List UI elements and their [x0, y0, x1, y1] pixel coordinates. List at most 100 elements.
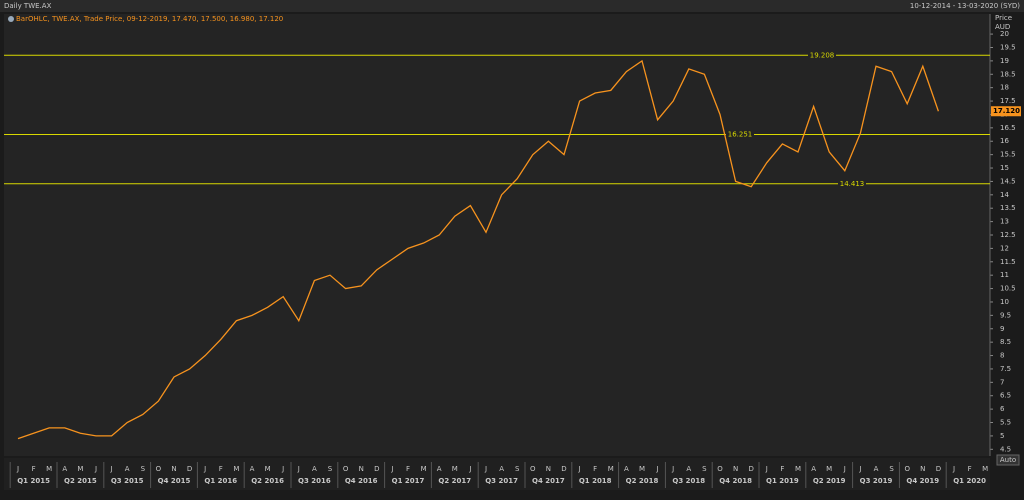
y-tick-label: 11 — [1000, 271, 1009, 279]
x-tick-label: A — [250, 465, 255, 473]
date-range: 10-12-2014 - 13-03-2020 (SYD) — [910, 2, 1020, 10]
x-tick-label: A — [62, 465, 67, 473]
x-tick-label: M — [826, 465, 832, 473]
y-tick-label: 14 — [1000, 191, 1009, 199]
y-tick-label: 14.5 — [1000, 177, 1016, 185]
y-tick-label: 18 — [1000, 84, 1009, 92]
x-tick-label: F — [406, 465, 410, 473]
y-tick-label: 7.5 — [1000, 365, 1011, 373]
quarter-label: Q4 2015 — [158, 477, 191, 485]
x-tick-label: J — [858, 465, 861, 473]
level-label: 16.251 — [728, 131, 753, 139]
quarter-label: Q3 2018 — [672, 477, 705, 485]
y-tick-label: 10 — [1000, 298, 1009, 306]
x-tick-label: J — [656, 465, 659, 473]
x-tick-label: D — [374, 465, 379, 473]
y-tick-label: 13.5 — [1000, 204, 1016, 212]
x-tick-label: J — [843, 465, 846, 473]
quarter-label: Q3 2016 — [298, 477, 331, 485]
level-label-bg — [808, 51, 836, 60]
title-bar — [0, 0, 1024, 12]
x-tick-label: F — [32, 465, 36, 473]
x-tick-label: O — [530, 465, 536, 473]
y-tick-label: 12.5 — [1000, 231, 1016, 239]
x-tick-label: M — [233, 465, 239, 473]
x-tick-label: N — [359, 465, 364, 473]
y-tick-label: 16 — [1000, 137, 1009, 145]
y-tick-label: 10.5 — [1000, 285, 1016, 293]
y-tick-label: 7 — [1000, 378, 1004, 386]
quarter-label: Q1 2015 — [17, 477, 50, 485]
plot-area — [4, 14, 990, 456]
y-tick-label: 5 — [1000, 432, 1004, 440]
y-tick-label: 12 — [1000, 244, 1009, 252]
x-tick-label: M — [46, 465, 52, 473]
price-line — [17, 59, 940, 440]
x-tick-label: J — [297, 465, 300, 473]
x-tick-label: J — [16, 465, 19, 473]
x-tick-label: O — [717, 465, 723, 473]
quarter-label: Q3 2015 — [111, 477, 144, 485]
y-tick-label: 20 — [1000, 30, 1009, 38]
x-tick-label: F — [780, 465, 784, 473]
last-price-label: 17.120 — [993, 107, 1020, 115]
x-tick-label: A — [811, 465, 816, 473]
y-tick-label: 8.5 — [1000, 338, 1011, 346]
y-tick-label: 13 — [1000, 218, 1009, 226]
legend-text: BarOHLC, TWE.AX, Trade Price, 09-12-2019… — [16, 15, 283, 23]
x-tick-label: M — [795, 465, 801, 473]
x-tick-label: S — [889, 465, 894, 473]
x-tick-label: F — [968, 465, 972, 473]
x-tick-label: J — [578, 465, 581, 473]
y-tick-label: 4.5 — [1000, 445, 1011, 453]
x-tick-label: M — [608, 465, 614, 473]
legend-icon — [8, 16, 14, 22]
quarter-label: Q3 2017 — [485, 477, 518, 485]
level-label: 14.413 — [840, 180, 865, 188]
auto-button[interactable] — [996, 454, 1020, 466]
x-tick-label: O — [904, 465, 910, 473]
x-tick-label: N — [733, 465, 738, 473]
x-tick-label: M — [639, 465, 645, 473]
x-tick-label: J — [390, 465, 393, 473]
y-tick-label: 5.5 — [1000, 419, 1011, 427]
x-tick-label: J — [671, 465, 674, 473]
x-tick-label: D — [561, 465, 566, 473]
x-tick-label: A — [686, 465, 691, 473]
auto-button-label[interactable]: Auto — [1000, 456, 1016, 464]
x-tick-label: J — [765, 465, 768, 473]
y-tick-label: 11.5 — [1000, 258, 1016, 266]
level-label-bg — [838, 179, 866, 188]
chart-title: Daily TWE.AX — [4, 2, 52, 10]
y-tick-label: 15 — [1000, 164, 1009, 172]
y-unit: AUD — [995, 23, 1010, 31]
y-tick-label: 8 — [1000, 352, 1004, 360]
quarter-label: Q2 2015 — [64, 477, 97, 485]
y-tick-label: 6.5 — [1000, 392, 1011, 400]
quarter-label: Q1 2018 — [579, 477, 612, 485]
x-tick-label: A — [874, 465, 879, 473]
quarter-label: Q2 2019 — [813, 477, 846, 485]
x-tick-label: S — [515, 465, 520, 473]
x-tick-label: S — [141, 465, 146, 473]
last-price-box — [991, 106, 1021, 117]
quarter-label: Q2 2016 — [251, 477, 284, 485]
y-label: Price — [995, 14, 1012, 22]
x-tick-label: N — [546, 465, 551, 473]
x-tick-label: J — [484, 465, 487, 473]
x-tick-label: J — [468, 465, 471, 473]
x-tick-label: D — [749, 465, 754, 473]
x-tick-label: J — [110, 465, 113, 473]
x-tick-label: J — [281, 465, 284, 473]
x-tick-label: S — [702, 465, 707, 473]
x-tick-label: D — [936, 465, 941, 473]
x-tick-label: N — [920, 465, 925, 473]
y-tick-label: 6 — [1000, 405, 1005, 413]
x-tick-label: N — [171, 465, 176, 473]
quarter-label: Q4 2017 — [532, 477, 565, 485]
quarter-label: Q4 2018 — [719, 477, 752, 485]
x-tick-label: A — [437, 465, 442, 473]
x-tick-label: M — [77, 465, 83, 473]
x-tick-label: A — [312, 465, 317, 473]
